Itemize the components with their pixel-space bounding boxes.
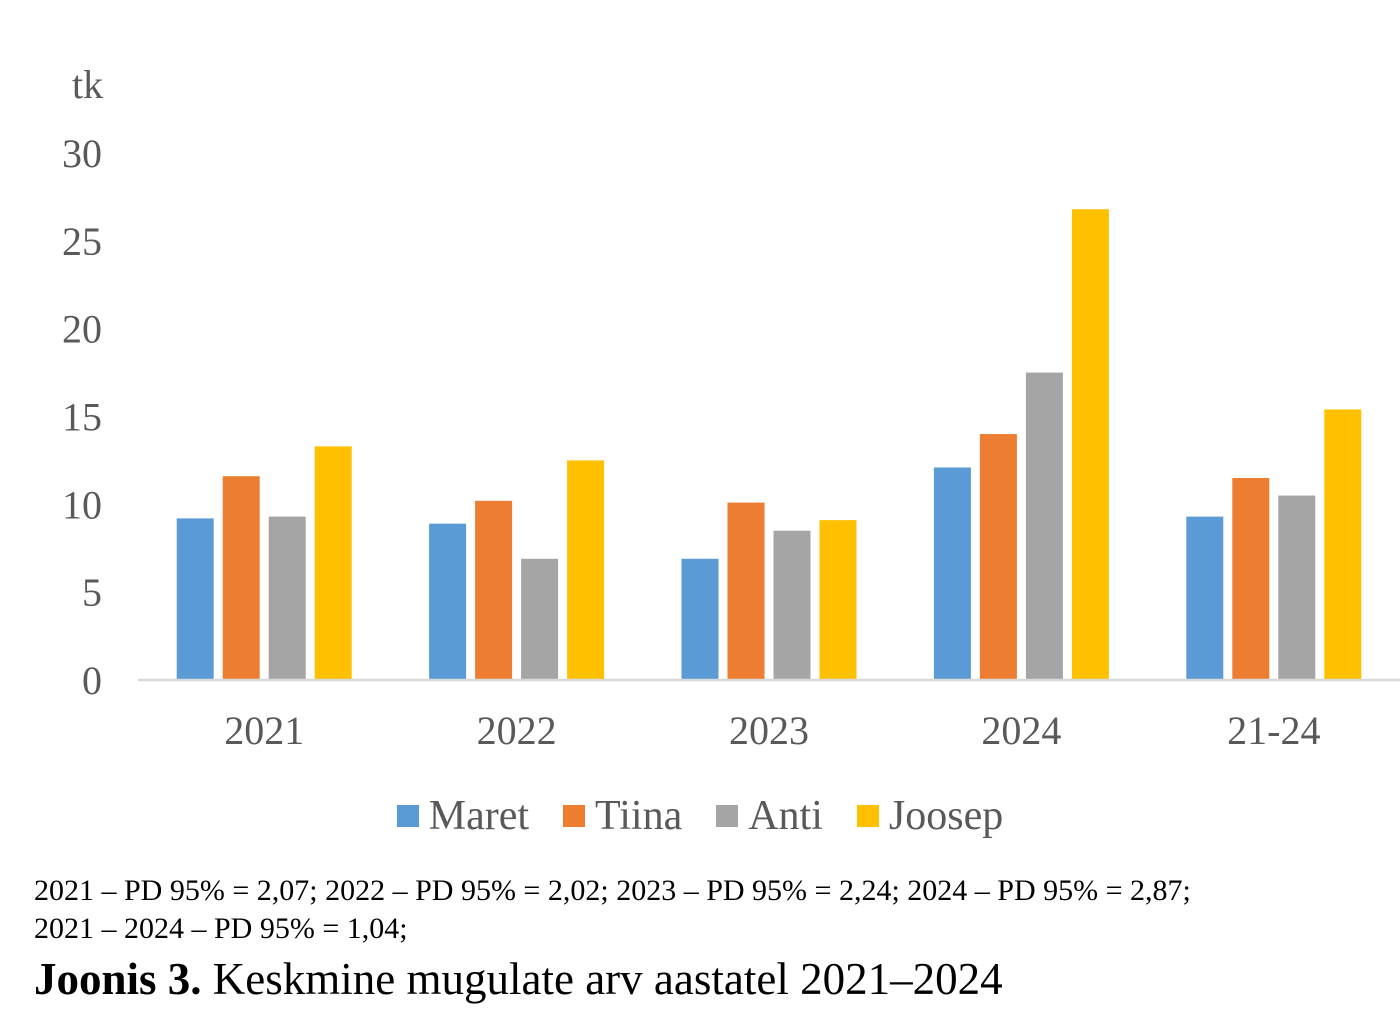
bar-maret-2021 bbox=[176, 518, 214, 680]
y-tick-label: 15 bbox=[62, 395, 102, 440]
y-tick-label: 25 bbox=[62, 219, 102, 264]
x-tick-label: 2022 bbox=[477, 708, 557, 753]
bars bbox=[176, 209, 1362, 681]
bar-tiina-21-24 bbox=[1232, 477, 1270, 680]
bar-maret-2024 bbox=[933, 467, 971, 680]
legend-label: Anti bbox=[748, 793, 823, 839]
legend-swatch bbox=[856, 805, 879, 827]
y-tick-label: 10 bbox=[62, 482, 102, 527]
bar-anti-2024 bbox=[1025, 372, 1063, 680]
bar-joosep-2022 bbox=[567, 460, 605, 680]
legend-swatch bbox=[716, 805, 739, 827]
legend-item-maret: Maret bbox=[396, 792, 530, 840]
legend-swatch bbox=[396, 805, 419, 827]
bar-anti-2022 bbox=[521, 558, 559, 680]
bar-joosep-21-24 bbox=[1324, 409, 1362, 680]
figure-caption-label: Joonis 3. bbox=[34, 954, 202, 1004]
y-tick-label: 30 bbox=[62, 131, 102, 176]
figure-caption-text: Keskmine mugulate arv aastatel 2021–2024 bbox=[201, 954, 1003, 1004]
x-axis-ticks: 2021 2022 2023 2024 21-24 bbox=[224, 708, 1320, 753]
bar-tiina-2022 bbox=[475, 500, 513, 680]
y-tick-label: 0 bbox=[82, 658, 102, 703]
bar-anti-2021 bbox=[268, 516, 306, 680]
bar-joosep-2024 bbox=[1071, 209, 1109, 681]
legend-item-joosep: Joosep bbox=[856, 792, 1004, 840]
significance-note-line-1: 2021 – PD 95% = 2,07; 2022 – PD 95% = 2,… bbox=[34, 874, 1191, 907]
x-tick-label: 21-24 bbox=[1227, 708, 1320, 753]
bar-tiina-2023 bbox=[727, 502, 765, 680]
legend-label: Tiina bbox=[595, 793, 683, 839]
legend-label: Joosep bbox=[888, 793, 1004, 839]
legend-item-anti: Anti bbox=[716, 792, 823, 840]
legend-label: Maret bbox=[428, 793, 530, 839]
x-tick-label: 2024 bbox=[981, 708, 1061, 753]
significance-note-line-2: 2021 – 2024 – PD 95% = 1,04; bbox=[34, 912, 408, 945]
legend-item-tiina: Tiina bbox=[563, 792, 682, 840]
x-tick-label: 2023 bbox=[729, 708, 809, 753]
legend-swatch bbox=[563, 805, 586, 827]
y-axis-unit-label: tk bbox=[72, 62, 103, 107]
y-axis-ticks: 0 5 10 15 20 25 30 bbox=[62, 131, 102, 703]
bar-maret-21-24 bbox=[1186, 516, 1224, 680]
bar-joosep-2021 bbox=[314, 446, 352, 680]
bar-maret-2022 bbox=[429, 523, 467, 680]
x-tick-label: 2021 bbox=[224, 708, 304, 753]
y-tick-label: 20 bbox=[62, 307, 102, 352]
bar-joosep-2023 bbox=[819, 520, 857, 680]
bar-maret-2023 bbox=[681, 558, 719, 680]
figure-caption: Joonis 3. Keskmine mugulate arv aastatel… bbox=[34, 953, 1003, 1005]
bar-chart: tk 0 5 10 15 20 25 30 2021 2022 2023 2024 21-24 bbox=[62, 62, 1400, 753]
y-tick-label: 5 bbox=[82, 570, 102, 615]
bar-anti-21-24 bbox=[1278, 495, 1316, 680]
bar-tiina-2021 bbox=[222, 476, 260, 680]
bar-tiina-2024 bbox=[979, 434, 1017, 680]
legend: Maret Tiina Anti Joosep bbox=[0, 788, 1400, 844]
bar-anti-2023 bbox=[773, 530, 811, 680]
